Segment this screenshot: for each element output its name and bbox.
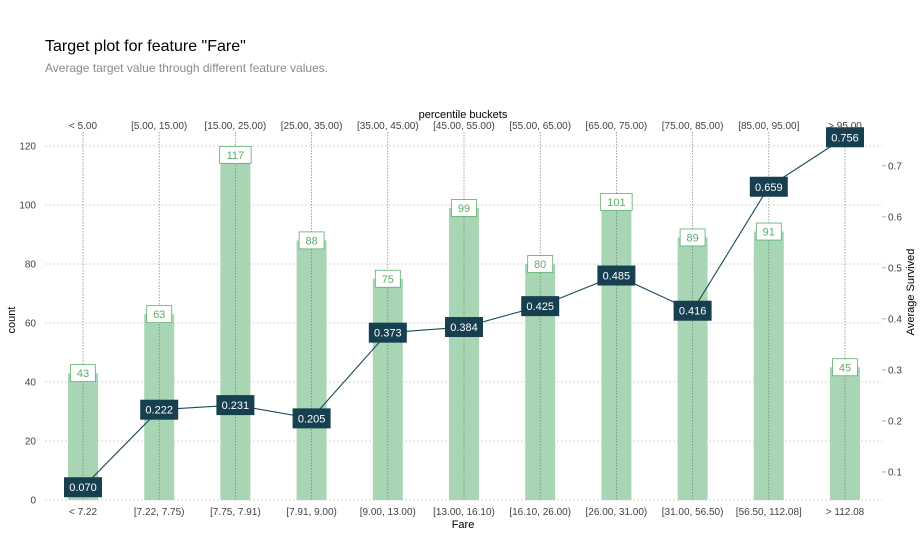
average-label: 0.756 xyxy=(831,132,859,144)
average-label: 0.384 xyxy=(450,322,478,334)
x-tick-label: > 112.08 xyxy=(826,507,865,518)
top-x-tick-label: [85.00, 95.00] xyxy=(738,121,799,132)
count-label: 99 xyxy=(458,203,470,215)
count-label: 89 xyxy=(686,232,698,244)
average-marker-box xyxy=(597,265,636,286)
top-x-tick-label: [65.00, 75.00) xyxy=(586,121,648,132)
count-label: 88 xyxy=(305,235,317,247)
top-x-tick-label: [55.00, 65.00) xyxy=(509,121,571,132)
x-tick-label: [7.91, 9.00) xyxy=(286,507,337,518)
average-marker-box xyxy=(140,399,179,420)
x-axis-label: Fare xyxy=(452,519,475,531)
left-y-tick-label: 120 xyxy=(19,142,36,153)
count-label-box xyxy=(70,364,96,383)
x-tick-label: [7.22, 7.75) xyxy=(134,507,185,518)
average-label: 0.222 xyxy=(145,405,173,417)
x-tick-label: [31.00, 56.50) xyxy=(662,507,724,518)
count-label: 63 xyxy=(153,309,165,321)
average-marker-box xyxy=(368,322,407,343)
right-y-tick-label: 0.3 xyxy=(888,365,902,376)
left-y-tick-label: 100 xyxy=(19,201,36,212)
average-marker-box xyxy=(64,477,102,498)
count-label-box xyxy=(374,269,401,288)
top-x-tick-label: [15.00, 25.00) xyxy=(205,121,267,132)
average-marker-box xyxy=(826,127,864,148)
left-y-tick-label: 20 xyxy=(25,437,37,448)
count-label: 45 xyxy=(839,362,851,374)
average-marker-box xyxy=(216,395,255,416)
left-y-axis-label: count xyxy=(6,307,18,334)
count-label: 91 xyxy=(763,227,775,239)
top-x-tick-label: [35.00, 45.00) xyxy=(357,121,419,132)
right-y-tick-label: 0.1 xyxy=(888,467,902,478)
left-y-tick-label: 60 xyxy=(25,319,37,330)
top-x-tick-label: [25.00, 35.00) xyxy=(281,121,343,132)
average-marker-box xyxy=(445,317,483,338)
average-label: 0.205 xyxy=(298,413,326,425)
average-label: 0.485 xyxy=(603,271,631,283)
average-marker-box xyxy=(673,300,712,321)
x-tick-label: [16.10, 26.00) xyxy=(509,507,571,518)
x-tick-label: [7.75, 7.91) xyxy=(210,507,261,518)
count-label-box xyxy=(298,231,325,250)
average-marker-box xyxy=(521,296,560,317)
left-y-tick-label: 0 xyxy=(30,496,36,507)
x-tick-label: [26.00, 31.00) xyxy=(586,507,648,518)
count-label-box xyxy=(219,145,252,164)
top-x-tick-label: < 5.00 xyxy=(69,121,98,132)
right-y-tick-label: 0.7 xyxy=(888,161,902,172)
count-label-box xyxy=(600,193,633,211)
count-label-box xyxy=(146,305,173,324)
x-tick-label: [9.00, 13.00) xyxy=(360,507,416,518)
count-label-box xyxy=(451,199,477,217)
left-y-tick-label: 40 xyxy=(25,378,37,389)
average-label: 0.070 xyxy=(69,482,97,494)
count-label-box xyxy=(832,358,858,377)
x-tick-label: [13.00, 16.10) xyxy=(433,507,495,518)
average-label: 0.231 xyxy=(222,400,250,412)
right-y-tick-label: 0.2 xyxy=(888,416,902,427)
top-x-tick-label: > 95.00 xyxy=(828,121,862,132)
average-marker-box xyxy=(292,408,331,429)
top-x-tick-label: [45.00, 55.00) xyxy=(433,121,495,132)
average-label: 0.416 xyxy=(679,306,707,318)
left-y-tick-label: 80 xyxy=(25,260,37,271)
count-label: 75 xyxy=(382,274,394,286)
average-marker-box xyxy=(749,176,788,197)
top-x-tick-label: [75.00, 85.00) xyxy=(662,121,724,132)
count-label-box xyxy=(527,255,554,273)
average-label: 0.373 xyxy=(374,328,402,340)
right-y-tick-label: 0.4 xyxy=(888,314,902,325)
count-label: 43 xyxy=(77,368,89,380)
count-label: 101 xyxy=(607,197,625,209)
x-tick-label: [56.50, 112.08] xyxy=(736,507,802,518)
chart-subtitle: Average target value through different f… xyxy=(45,61,329,75)
count-label: 80 xyxy=(534,259,546,271)
top-x-tick-label: [5.00, 15.00) xyxy=(131,121,187,132)
count-label-box xyxy=(679,228,706,247)
count-label: 117 xyxy=(227,150,245,162)
count-label-box xyxy=(755,222,782,241)
average-label: 0.425 xyxy=(526,301,554,313)
right-y-tick-label: 0.6 xyxy=(888,212,902,223)
count-bar xyxy=(372,278,403,500)
chart-title: Target plot for feature "Fare" xyxy=(45,38,246,55)
average-label: 0.659 xyxy=(755,182,783,194)
right-y-axis-label: Average Survived xyxy=(905,249,917,336)
right-y-tick-label: 0.5 xyxy=(888,263,902,274)
top-x-axis-label: percentile buckets xyxy=(419,109,508,121)
x-tick-label: < 7.22 xyxy=(69,507,98,518)
